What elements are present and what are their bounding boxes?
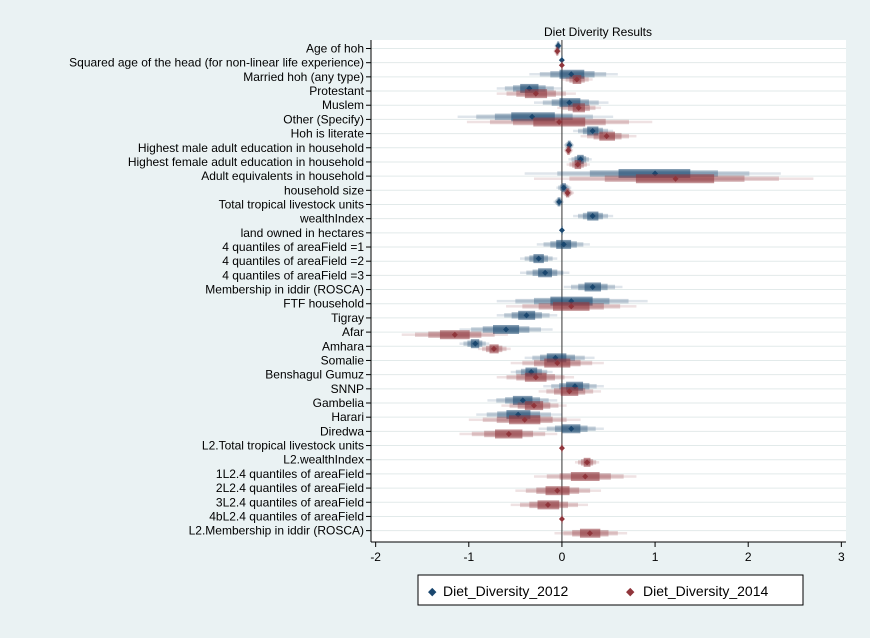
category-label: 4 quantiles of areaField =1: [222, 240, 364, 254]
coef-marker: [558, 57, 565, 64]
coef-marker: [472, 340, 479, 347]
coef-marker: [554, 48, 561, 55]
coef-marker: [560, 184, 567, 191]
coef-marker: [558, 516, 565, 523]
category-label: Age of hoh: [306, 42, 364, 56]
category-label: Diredwa: [320, 424, 364, 438]
category-label: household size: [284, 183, 364, 197]
category-label: Adult equivalents in household: [201, 169, 364, 183]
grid-layer: [371, 48, 846, 532]
category-label: Total tropical livestock units: [219, 197, 364, 211]
category-label: Gambelia: [313, 396, 365, 410]
coef-marker: [564, 189, 571, 196]
coef-marker: [556, 198, 563, 205]
coef-marker: [584, 459, 591, 466]
coef-marker: [565, 147, 572, 154]
category-label: L2.Total tropical livestock units: [202, 439, 364, 453]
x-tick-label: 0: [559, 550, 566, 564]
coef-marker: [519, 397, 526, 404]
legend-marker-2014: ◆: [626, 586, 635, 598]
coef-marker: [568, 425, 575, 432]
coef-marker: [672, 175, 679, 182]
coef-marker: [523, 312, 530, 319]
category-label: 4bL2.4 quantiles of areaField: [209, 509, 364, 523]
category-label: Benshagul Gumuz: [265, 368, 364, 382]
category-label: Protestant: [309, 84, 364, 98]
coef-marker: [558, 227, 565, 234]
category-label: Somalie: [321, 353, 365, 367]
x-axis: -2 -1 0 1 2 3: [370, 541, 846, 564]
category-label: Highest female adult education in househ…: [128, 155, 364, 169]
coef-marker: [544, 501, 551, 508]
category-label: Muslem: [322, 98, 364, 112]
coef-marker: [530, 402, 537, 409]
category-label: L2.wealthIndex: [283, 453, 364, 467]
category-label: land owned in hectares: [241, 226, 364, 240]
coef-marker: [556, 119, 563, 125]
category-label: 4 quantiles of areaField =2: [222, 254, 364, 268]
category-label: 4 quantiles of areaField =3: [222, 268, 364, 282]
category-label: L2.Membership in iddir (ROSCA): [189, 524, 364, 538]
coef-marker: [554, 360, 561, 367]
coef-marker: [558, 62, 565, 69]
plot-area: [371, 40, 846, 542]
coef-marker: [603, 133, 610, 140]
coef-marker: [451, 331, 458, 338]
coef-marker: [589, 213, 596, 220]
coef-marker: [589, 127, 596, 134]
category-label: Amhara: [322, 339, 364, 353]
coef-marker: [575, 104, 582, 111]
coef-marker: [521, 416, 528, 423]
coef-marker: [532, 90, 539, 97]
coef-marker: [582, 473, 589, 480]
category-label: FTF household: [283, 297, 364, 311]
coef-marker: [542, 269, 549, 276]
category-label: Harari: [331, 410, 364, 424]
category-label: Hoh is literate: [291, 127, 365, 141]
category-label: wealthIndex: [299, 212, 364, 226]
category-label: Other (Specify): [283, 112, 364, 126]
chart-title: Diet Diverity Results: [544, 25, 652, 39]
coef-marker: [574, 161, 581, 168]
x-tick-label: -2: [370, 550, 381, 564]
coef-marker: [558, 445, 565, 452]
coef-marker: [532, 374, 539, 381]
x-tick-label: -1: [463, 550, 474, 564]
x-tick-label: 1: [652, 550, 659, 564]
x-tick-label: 3: [838, 550, 845, 564]
coef-marker: [573, 76, 580, 83]
category-label: Tigray: [331, 311, 364, 325]
category-label: Married hoh (any type): [243, 70, 364, 84]
category-label: Squared age of the head (for non-linear …: [69, 56, 364, 70]
category-label: 2L2.4 quantiles of areaField: [216, 481, 364, 495]
legend-label-2014: Diet_Diversity_2014: [643, 583, 768, 599]
coef-marker: [568, 303, 575, 310]
category-label: 3L2.4 quantiles of areaField: [216, 495, 364, 509]
coef-marker: [586, 530, 593, 537]
legend: ◆ Diet_Diversity_2012 ◆ Diet_Diversity_2…: [417, 574, 804, 606]
legend-label-2012: Diet_Diversity_2012: [443, 583, 568, 599]
coef-marker: [589, 283, 596, 290]
category-label: SNNP: [331, 382, 364, 396]
legend-box: [417, 574, 804, 606]
legend-marker-2012: ◆: [428, 586, 437, 598]
coef-marker: [503, 326, 510, 333]
category-label: Afar: [342, 325, 364, 339]
coef-marker: [505, 430, 512, 437]
coef-marker: [566, 388, 573, 395]
coef-marker: [554, 487, 561, 494]
coef-marker: [566, 99, 573, 106]
category-label: 1L2.4 quantiles of areaField: [216, 467, 364, 481]
category-label: Highest male adult education in househol…: [138, 141, 364, 155]
marks-layer: [401, 41, 814, 538]
coef-marker: [490, 345, 497, 352]
coef-marker: [535, 255, 542, 262]
x-tick-label: 2: [745, 550, 752, 564]
series-Diet_Diversity_2014: [401, 46, 814, 538]
coef-marker: [560, 241, 567, 248]
category-label: Membership in iddir (ROSCA): [205, 283, 364, 297]
